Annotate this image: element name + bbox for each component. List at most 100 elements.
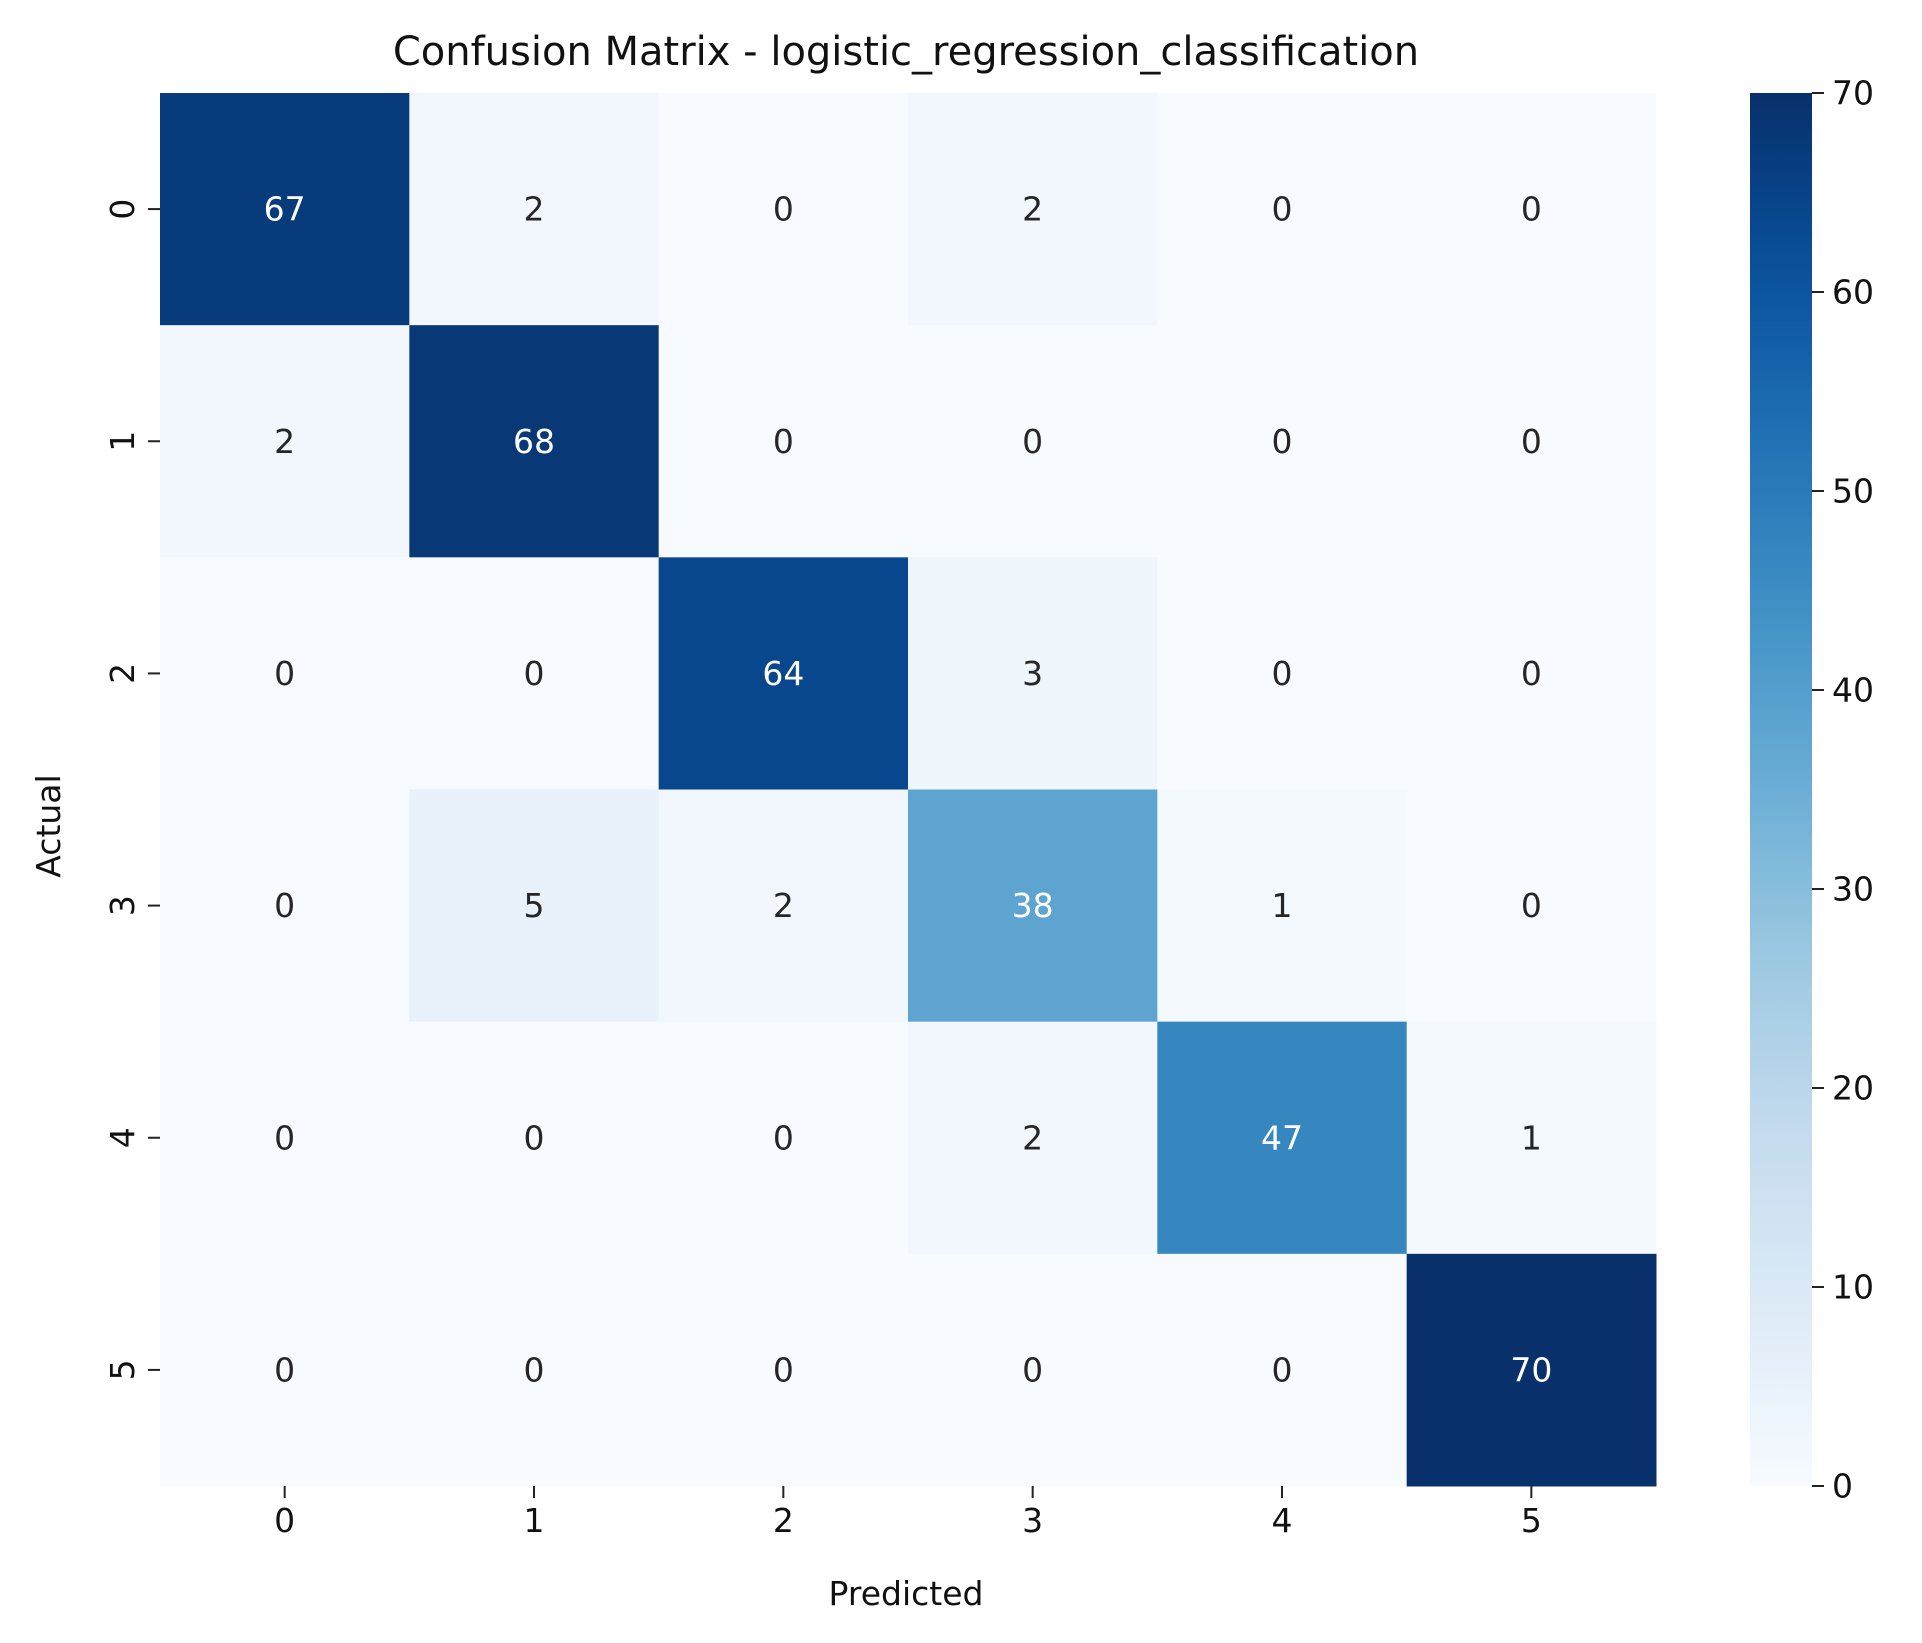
heatmap-cell-2-1 (409, 557, 660, 790)
y-tick-label-0: 0 (103, 199, 142, 220)
heatmap-cell-1-3 (908, 325, 1158, 558)
cell-value-3-5: 0 (1521, 886, 1542, 925)
heatmap-cell-4-4 (1157, 1021, 1408, 1255)
colorbar (1750, 93, 1812, 1486)
cell-value-1-3: 0 (1022, 422, 1043, 461)
heatmap-cell-3-5 (1406, 789, 1657, 1023)
chart-title: Confusion Matrix - logistic_regression_c… (393, 29, 1419, 75)
colorbar-tick-label-0: 0 (1832, 1467, 1853, 1506)
cell-value-3-1: 5 (524, 886, 545, 925)
heatmap-cell-0-1 (409, 93, 660, 326)
cell-value-5-1: 0 (524, 1350, 545, 1389)
heatmap-cell-4-3 (908, 1021, 1158, 1255)
cell-value-3-2: 2 (773, 886, 794, 925)
cell-value-5-3: 0 (1022, 1350, 1043, 1389)
heatmap-cell-2-2 (658, 557, 909, 790)
y-tick-label-2: 2 (103, 663, 142, 684)
heatmap-cell-5-4 (1157, 1253, 1408, 1487)
cell-value-3-4: 1 (1272, 886, 1293, 925)
cell-value-0-3: 2 (1022, 190, 1043, 229)
cell-value-3-3: 38 (1012, 886, 1054, 925)
heatmap-cell-1-5 (1406, 325, 1657, 558)
heatmap-cell-0-2 (658, 93, 909, 326)
cell-value-0-2: 0 (773, 190, 794, 229)
y-tick-label-1: 1 (103, 431, 142, 452)
heatmap-cell-0-5 (1406, 93, 1657, 326)
x-axis-ticks: 0 1 2 3 4 5 (274, 1486, 1542, 1540)
heatmap-cell-5-3 (908, 1253, 1158, 1487)
heatmap-cells (160, 93, 1657, 1487)
x-tick-label-2: 2 (773, 1501, 794, 1540)
cell-value-4-4: 47 (1261, 1118, 1303, 1157)
heatmap-cell-5-5 (1406, 1253, 1657, 1487)
cell-value-2-0: 0 (274, 654, 295, 693)
colorbar-tick-label-4: 40 (1832, 671, 1874, 710)
heatmap-cell-3-4 (1157, 789, 1408, 1023)
cell-value-0-5: 0 (1521, 190, 1542, 229)
heatmap-cell-4-2 (658, 1021, 909, 1255)
cell-value-1-5: 0 (1521, 422, 1542, 461)
heatmap-cell-2-5 (1406, 557, 1657, 790)
colorbar-tick-label-1: 10 (1832, 1268, 1874, 1307)
heatmap-cell-4-5 (1406, 1021, 1657, 1255)
cell-value-1-4: 0 (1272, 422, 1293, 461)
y-axis-ticks: 0 1 2 3 4 5 (103, 199, 160, 1380)
heatmap-cell-1-2 (658, 325, 909, 558)
x-axis-label: Predicted (829, 1574, 984, 1613)
colorbar-tick-label-5: 50 (1832, 472, 1874, 511)
heatmap-cell-3-0 (160, 789, 410, 1023)
x-tick-label-0: 0 (274, 1501, 295, 1540)
cell-value-5-0: 0 (274, 1350, 295, 1389)
cell-value-5-5: 70 (1510, 1350, 1552, 1389)
colorbar-tick-label-7: 70 (1832, 74, 1874, 113)
x-tick-label-4: 4 (1272, 1501, 1293, 1540)
heatmap-cell-5-0 (160, 1253, 410, 1487)
cell-value-0-1: 2 (524, 190, 545, 229)
y-axis-label: Actual (29, 774, 68, 877)
colorbar-tick-label-6: 60 (1832, 273, 1874, 312)
y-tick-label-3: 3 (103, 895, 142, 916)
cell-value-0-0: 67 (264, 190, 306, 229)
cell-value-4-3: 2 (1022, 1118, 1043, 1157)
heatmap-cell-2-4 (1157, 557, 1408, 790)
colorbar-tick-label-3: 30 (1832, 870, 1874, 909)
heatmap-cell-1-1 (409, 325, 660, 558)
heatmap-cell-3-1 (409, 789, 660, 1023)
x-tick-label-3: 3 (1022, 1501, 1043, 1540)
x-tick-label-1: 1 (524, 1501, 545, 1540)
cell-value-1-1: 68 (513, 422, 555, 461)
cell-value-2-2: 64 (762, 654, 804, 693)
cell-value-2-1: 0 (524, 654, 545, 693)
heatmap-cell-4-0 (160, 1021, 410, 1255)
cell-value-2-5: 0 (1521, 654, 1542, 693)
heatmap-cell-0-0 (160, 93, 410, 326)
y-tick-label-5: 5 (103, 1359, 142, 1380)
cell-value-0-4: 0 (1272, 190, 1293, 229)
heatmap-cell-2-3 (908, 557, 1158, 790)
colorbar-ticks: 0 10 20 30 40 50 60 70 (1812, 74, 1874, 1506)
heatmap-cell-3-3 (908, 789, 1158, 1023)
heatmap-cell-3-2 (658, 789, 909, 1023)
cell-value-2-4: 0 (1272, 654, 1293, 693)
heatmap-cell-1-0 (160, 325, 410, 558)
cell-value-4-5: 1 (1521, 1118, 1542, 1157)
heatmap-cell-2-0 (160, 557, 410, 790)
cell-value-4-0: 0 (274, 1118, 295, 1157)
colorbar-tick-label-2: 20 (1832, 1069, 1874, 1108)
cell-value-1-2: 0 (773, 422, 794, 461)
heatmap-cell-1-4 (1157, 325, 1408, 558)
heatmap-cell-5-1 (409, 1253, 660, 1487)
cell-value-3-0: 0 (274, 886, 295, 925)
cell-value-4-1: 0 (524, 1118, 545, 1157)
heatmap-cell-0-4 (1157, 93, 1408, 326)
cell-value-1-0: 2 (274, 422, 295, 461)
cell-value-5-4: 0 (1272, 1350, 1293, 1389)
x-tick-label-5: 5 (1521, 1501, 1542, 1540)
y-tick-label-4: 4 (103, 1127, 142, 1148)
cell-value-5-2: 0 (773, 1350, 794, 1389)
heatmap-cell-4-1 (409, 1021, 660, 1255)
heatmap-cell-0-3 (908, 93, 1158, 326)
heatmap-cell-5-2 (658, 1253, 909, 1487)
